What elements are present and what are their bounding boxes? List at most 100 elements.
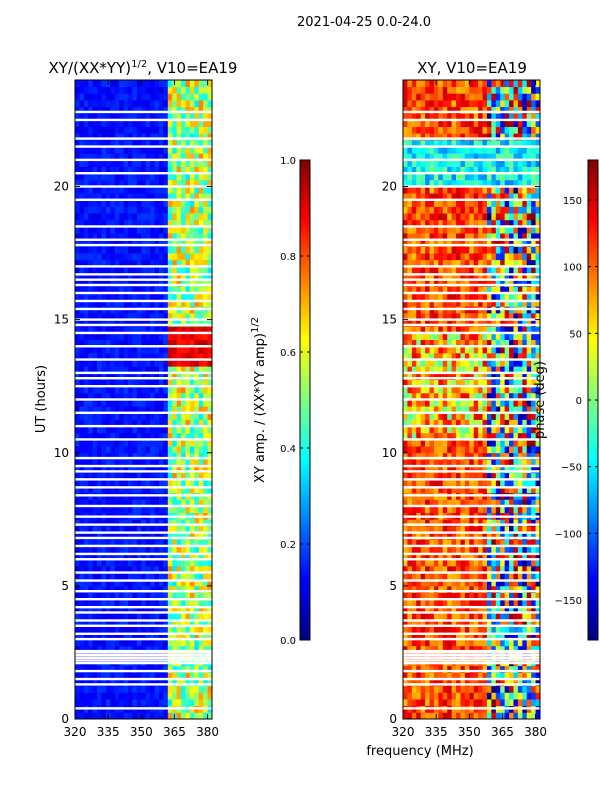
right-heatmap-cell (451, 379, 457, 387)
left-heatmap-cell (181, 379, 186, 387)
left-heatmap-cell (154, 572, 160, 580)
left-heatmap-cell (203, 672, 208, 680)
left-heatmap-cell (203, 299, 208, 307)
right-heatmap-cell (403, 599, 408, 607)
right-heatmap-cell (425, 632, 430, 640)
left-flagged-row (75, 649, 212, 653)
left-heatmap-cell (189, 206, 195, 214)
left-heatmap-cell (79, 392, 85, 400)
left-heatmap-cell (198, 446, 204, 454)
right-heatmap-cell (526, 432, 532, 440)
right-heatmap-cell (407, 359, 413, 367)
left-flagged-row (75, 486, 212, 489)
left-heatmap-cell (189, 352, 195, 360)
left-heatmap-cell (114, 685, 120, 693)
left-heatmap-cell (92, 219, 98, 227)
left-heatmap-cell (75, 299, 80, 307)
left-heatmap-cell (110, 153, 116, 161)
left-heatmap-cell (150, 685, 155, 693)
right-heatmap-cell (473, 665, 479, 673)
left-heatmap-cell (119, 552, 125, 560)
left-heatmap-cell (97, 599, 102, 607)
left-heatmap-cell (207, 439, 213, 447)
right-heatmap-cell (433, 366, 439, 374)
right-heatmap-cell (425, 432, 430, 440)
right-heatmap-cell (522, 679, 528, 687)
right-heatmap-cell (531, 472, 536, 480)
left-flagged-row (75, 118, 212, 122)
left-heatmap-cell (167, 406, 173, 414)
left-heatmap-cell (119, 332, 125, 340)
left-heatmap-cell (75, 179, 80, 187)
right-heatmap-cell (456, 372, 461, 380)
left-heatmap-cell (128, 219, 133, 227)
right-heatmap-cell (495, 459, 501, 467)
left-heatmap-cell (154, 246, 160, 254)
left-heatmap-cell (154, 173, 160, 181)
right-heatmap-cell (478, 446, 483, 454)
left-heatmap-cell (75, 399, 80, 407)
right-heatmap-cell (509, 625, 514, 633)
left-heatmap-cell (145, 219, 151, 227)
left-heatmap-cell (198, 166, 204, 174)
left-heatmap-cell (145, 619, 151, 627)
left-heatmap-cell (194, 712, 200, 720)
left-heatmap-cell (110, 359, 116, 367)
right-heatmap-cell (407, 645, 413, 653)
right-heatmap-cell (478, 432, 483, 440)
left-heatmap-cell (189, 113, 195, 121)
left-heatmap-cell (207, 179, 213, 187)
left-heatmap-cell (114, 259, 120, 267)
right-heatmap-cell (464, 565, 470, 573)
left-heatmap-cell (79, 619, 85, 627)
left-heatmap-cell (194, 346, 200, 354)
left-heatmap-cell (141, 273, 147, 281)
left-heatmap-cell (97, 166, 102, 174)
left-heatmap-cell (136, 173, 142, 181)
right-heatmap-cell (429, 312, 435, 321)
right-heatmap-cell (416, 552, 422, 560)
left-heatmap-cell (189, 519, 195, 527)
left-heatmap-cell (203, 552, 208, 560)
left-heatmap-cell (150, 459, 155, 467)
left-heatmap-cell (132, 366, 138, 374)
left-heatmap-cell (141, 472, 147, 480)
left-heatmap-cell (101, 539, 107, 547)
right-heatmap-cell (495, 466, 501, 474)
left-heatmap-cell (83, 379, 89, 387)
right-heatmap-cell (509, 412, 514, 420)
right-heatmap-cell (482, 672, 488, 680)
right-heatmap-cell (526, 552, 532, 560)
left-heatmap-cell (207, 253, 213, 261)
left-heatmap-cell (154, 253, 160, 261)
left-heatmap-cell (176, 239, 182, 247)
left-heatmap-cell (123, 106, 129, 114)
right-heatmap-cell (403, 426, 408, 434)
right-heatmap-cell (456, 439, 461, 447)
left-heatmap-cell (132, 639, 138, 647)
left-heatmap-cell (75, 599, 80, 607)
right-heatmap-cell (509, 712, 514, 720)
left-heatmap-cell (114, 193, 120, 201)
left-heatmap-cell (185, 479, 191, 487)
left-heatmap-cell (163, 206, 169, 214)
right-heatmap-cell (425, 312, 430, 321)
left-heatmap-cell (172, 113, 178, 121)
left-heatmap-cell (163, 86, 169, 94)
left-heatmap-cell (136, 106, 142, 114)
right-heatmap-cell (403, 712, 408, 720)
left-heatmap-cell (207, 239, 213, 247)
right-heatmap-cell (517, 499, 523, 507)
right-heatmap-cell (429, 525, 435, 534)
left-heatmap-cell (167, 86, 173, 94)
left-heatmap-cell (167, 645, 173, 653)
right-heatmap-cell (429, 679, 435, 687)
left-heatmap-cell (150, 246, 155, 254)
right-heatmap-cell (469, 525, 475, 534)
left-heatmap-cell (75, 319, 80, 327)
left-heatmap-cell (114, 80, 120, 88)
right-heatmap-cell (464, 379, 470, 387)
left-heatmap-cell (92, 279, 98, 287)
right-heatmap-cell (420, 326, 426, 334)
left-heatmap-cell (185, 426, 191, 434)
